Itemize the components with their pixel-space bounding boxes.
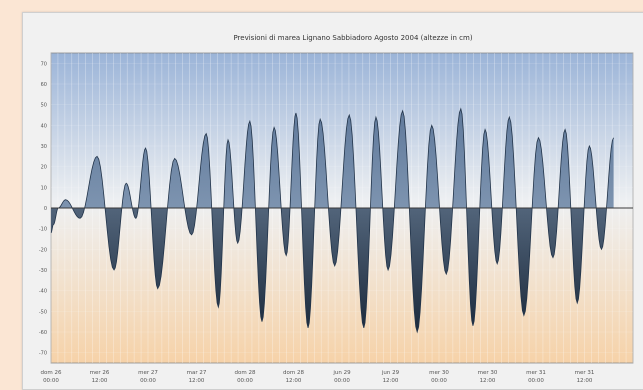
x-tick-label: mar 27	[187, 370, 207, 376]
x-tick-label: jun 29	[381, 370, 400, 376]
y-tick-label: -10	[39, 227, 47, 233]
tide-area-negative	[51, 208, 614, 332]
x-tick-label: mer 30	[478, 370, 498, 376]
y-tick-label: 50	[41, 103, 47, 109]
chart-frame: Previsioni di marea Lignano Sabbiadoro A…	[22, 12, 643, 390]
x-tick-time: 00:00	[43, 378, 59, 384]
x-tick-time: 00:00	[528, 378, 544, 384]
x-tick-label: mer 31	[526, 370, 546, 376]
tide-chart: Previsioni di marea Lignano Sabbiadoro A…	[39, 34, 634, 384]
y-tick-label: 70	[41, 61, 47, 67]
y-tick-label: -60	[39, 330, 47, 336]
x-tick-time: 00:00	[334, 378, 350, 384]
x-tick-label: dom 26	[41, 370, 62, 376]
y-tick-label: 40	[41, 123, 47, 129]
y-tick-label: 10	[41, 185, 47, 191]
x-tick-label: mer 27	[138, 370, 158, 376]
x-tick-label: dom 28	[235, 370, 256, 376]
x-tick-time: 12:00	[92, 378, 108, 384]
y-tick-label: -50	[39, 309, 47, 315]
x-tick-label: jun 29	[332, 370, 351, 376]
y-tick-label: 0	[44, 206, 47, 212]
y-tick-label: 20	[41, 165, 47, 171]
x-tick-label: dom 28	[283, 370, 304, 376]
x-tick-time: 12:00	[577, 378, 593, 384]
tide-line	[50, 107, 614, 334]
chart-title: Previsioni di marea Lignano Sabbiadoro A…	[233, 34, 472, 42]
x-tick-label: mer 30	[429, 370, 449, 376]
y-tick-label: -70	[39, 351, 47, 357]
x-tick-time: 00:00	[237, 378, 253, 384]
plot-area: -70 -60 -50 -40 -30 -20 -10 0 10 20 30 40 50 60 70 dom …	[39, 52, 634, 384]
y-tick-label: -30	[39, 268, 47, 274]
x-tick-label: mer 26	[90, 370, 110, 376]
x-tick-label: mer 31	[575, 370, 595, 376]
y-tick-label: 30	[41, 144, 47, 150]
x-tick-time: 00:00	[140, 378, 156, 384]
x-tick-time: 00:00	[431, 378, 447, 384]
y-tick-label: -20	[39, 247, 47, 253]
x-tick-time: 12:00	[383, 378, 399, 384]
y-tick-label: -40	[39, 289, 47, 295]
x-tick-time: 12:00	[480, 378, 496, 384]
x-tick-time: 12:00	[189, 378, 205, 384]
y-tick-label: 60	[41, 82, 47, 88]
x-tick-time: 12:00	[286, 378, 302, 384]
